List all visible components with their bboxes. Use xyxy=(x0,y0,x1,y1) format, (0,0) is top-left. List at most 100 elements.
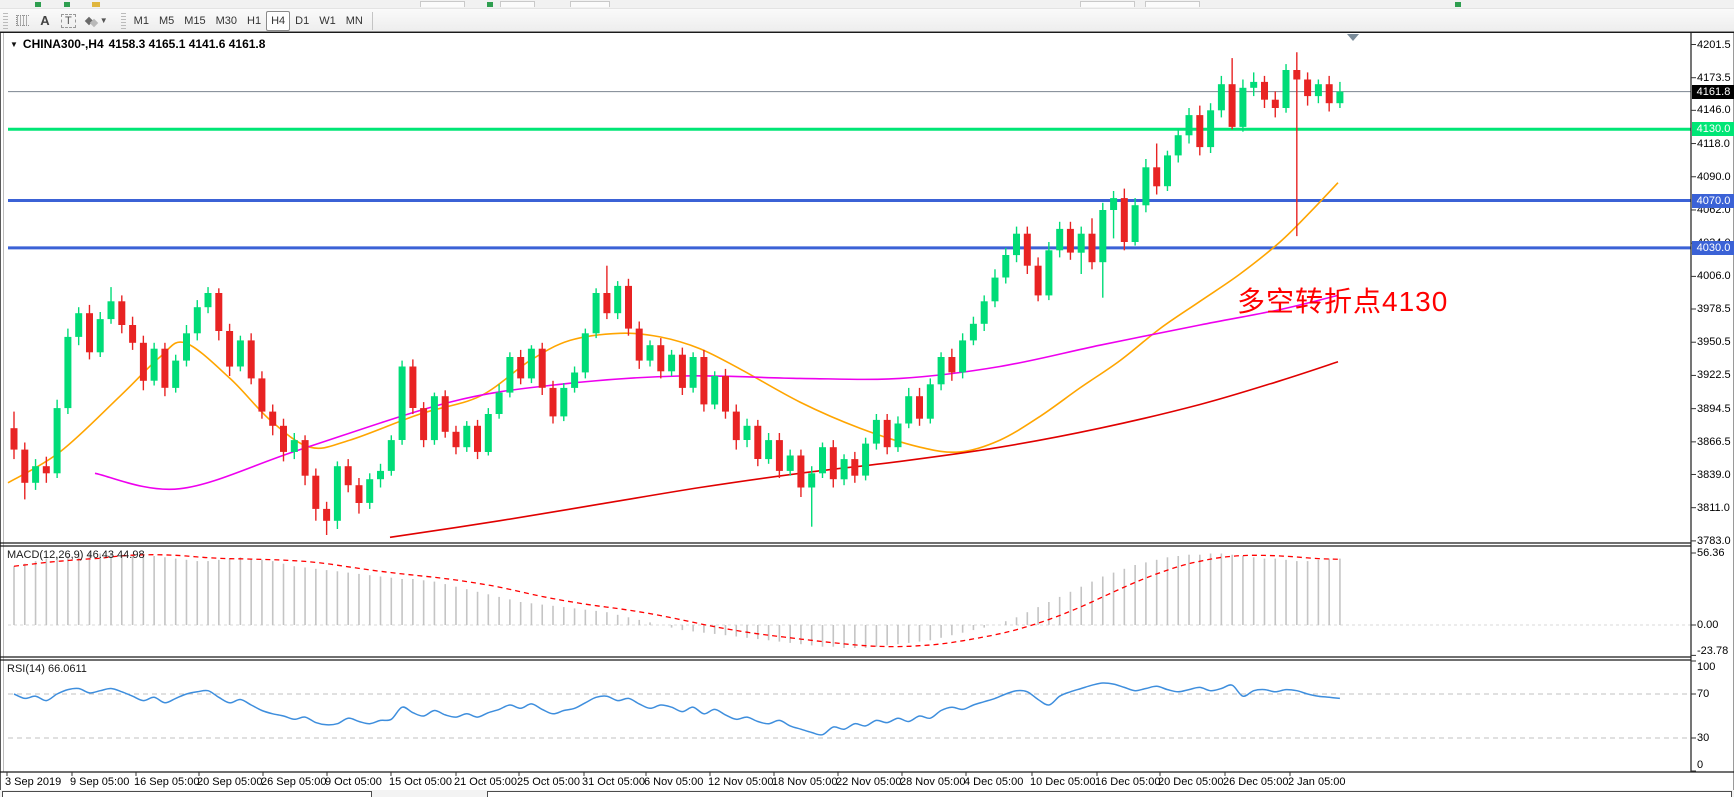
time-axis-label[interactable]: 10 Dec 05:00 xyxy=(1030,776,1096,788)
price-level-badge-4161.8[interactable]: 4161.8 xyxy=(1692,84,1734,99)
time-axis-label[interactable]: 26 Sep 05:00 xyxy=(261,776,327,788)
time-axis-label[interactable]: 12 Nov 05:00 xyxy=(708,776,774,788)
price-tick-label: 3866.5 xyxy=(1697,435,1731,448)
time-axis-label[interactable]: 4 Dec 05:00 xyxy=(964,776,1024,788)
price-tick-label: 3950.5 xyxy=(1697,336,1731,349)
time-axis-label[interactable]: 3 Sep 2019 xyxy=(5,776,62,788)
chart-title: ▼ CHINA300-,H4 4158.3 4165.1 4141.6 4161… xyxy=(10,37,265,51)
macd-indicator-label: MACD(12,26,9) 46.43 44.98 xyxy=(7,549,145,561)
time-axis-label[interactable]: 16 Dec 05:00 xyxy=(1095,776,1161,788)
shapes-tool-button[interactable]: ▼ xyxy=(81,11,113,31)
price-tick-label: 4201.5 xyxy=(1697,38,1731,51)
timeframe-button-H1[interactable]: H1 xyxy=(247,14,262,27)
toolbar-separator xyxy=(371,11,373,30)
time-axis-label[interactable]: 25 Oct 05:00 xyxy=(517,776,580,788)
timeframe-buttons: M1 M5 M15 M30 H1 H4 D1 W1 MN xyxy=(129,10,368,31)
text-t-icon: T xyxy=(61,13,76,28)
timeframe-button-M15[interactable]: M15 xyxy=(184,14,206,27)
price-tick-label: 3811.0 xyxy=(1697,501,1730,514)
chart-ohlc-values: 4158.3 4165.1 4141.6 4161.8 xyxy=(108,37,266,51)
timeframe-button-M30[interactable]: M30 xyxy=(215,14,238,27)
timeframe-button-M5[interactable]: M5 xyxy=(158,14,175,27)
time-axis-label[interactable]: 2 Jan 05:00 xyxy=(1288,776,1346,788)
ma-slow-red[interactable] xyxy=(389,361,1339,539)
time-axis-label[interactable]: 9 Sep 05:00 xyxy=(70,776,130,788)
toolbar-fragment xyxy=(420,1,465,7)
rsi-indicator-label: RSI(14) 66.0611 xyxy=(7,663,87,675)
time-axis-label[interactable]: 9 Oct 05:00 xyxy=(325,776,382,788)
macd-signal-line[interactable] xyxy=(13,554,1340,648)
macd-tick-label: 0.00 xyxy=(1697,619,1719,631)
price-tick-label: 3783.0 xyxy=(1697,534,1731,547)
chart-annotation-text[interactable]: 多空转折点4130 xyxy=(1237,286,1449,317)
collapse-triangle-icon[interactable]: ▼ xyxy=(10,39,18,49)
toolbar-fragment xyxy=(35,2,41,7)
chart-symbol-timeframe: CHINA300-,H4 xyxy=(22,37,104,51)
timeframe-button-MN[interactable]: MN xyxy=(345,14,363,27)
ma-mid-magenta[interactable] xyxy=(94,294,1339,491)
text-tool-button[interactable]: A xyxy=(34,11,56,31)
chart-window[interactable] xyxy=(0,33,1734,790)
crosshair-tool-button[interactable] xyxy=(11,11,34,31)
time-axis-label[interactable]: 22 Nov 05:00 xyxy=(836,776,902,788)
macd-tick-label: -23.78 xyxy=(1697,645,1729,657)
clipped-lower-panels xyxy=(0,790,1734,797)
toolbar-fragment xyxy=(1455,2,1461,7)
rsi-tick-label: 70 xyxy=(1697,688,1710,700)
chevron-down-icon: ▼ xyxy=(99,16,108,25)
text-a-icon: A xyxy=(40,13,50,28)
timeframe-button-W1[interactable]: W1 xyxy=(319,14,336,27)
chart-toolbar: A T ▼ M1 M5 M15 M30 H1 H4 D1 W1 MN xyxy=(0,9,1734,33)
toolbar-fragment xyxy=(1145,1,1200,7)
lower-panel-edge xyxy=(487,791,1732,797)
toolbar-fragment xyxy=(92,2,100,7)
chart-shift-marker-icon[interactable] xyxy=(1347,34,1359,41)
price-tick-label: 3839.0 xyxy=(1697,468,1731,481)
rsi-line[interactable] xyxy=(13,682,1340,736)
macd-histogram[interactable] xyxy=(13,553,1341,649)
time-axis-label[interactable]: 18 Nov 05:00 xyxy=(772,776,838,788)
toolbar-fragment xyxy=(487,2,493,7)
candlestick-series[interactable] xyxy=(10,52,1344,535)
time-axis-label[interactable]: 31 Oct 05:00 xyxy=(582,776,645,788)
macd-tick-label: 56.36 xyxy=(1697,547,1725,559)
text-label-tool-button[interactable]: T xyxy=(56,11,81,31)
price-tick-label: 4006.0 xyxy=(1697,270,1731,283)
time-axis-label[interactable]: 20 Dec 05:00 xyxy=(1158,776,1224,788)
lower-panel-edge xyxy=(2,791,372,797)
toolbar-fragment xyxy=(570,1,610,7)
price-tick-label: 4090.0 xyxy=(1697,170,1731,183)
chart-border xyxy=(3,33,4,772)
chart-border xyxy=(0,32,1734,33)
ma-fast-orange[interactable] xyxy=(7,182,1339,484)
timeframe-button-H4[interactable]: H4 xyxy=(266,10,291,31)
price-tick-label: 4118.0 xyxy=(1697,137,1730,150)
price-tick-label: 4146.0 xyxy=(1697,104,1731,117)
price-level-badge-4130.0[interactable]: 4130.0 xyxy=(1692,122,1734,137)
time-axis-label[interactable]: 15 Oct 05:00 xyxy=(389,776,452,788)
rsi-tick-label: 0 xyxy=(1697,759,1704,771)
timeframe-button-D1[interactable]: D1 xyxy=(295,14,310,27)
rsi-tick-label: 30 xyxy=(1697,732,1710,744)
toolbar-grip[interactable] xyxy=(120,12,126,29)
timeframe-button-M1[interactable]: M1 xyxy=(133,14,149,27)
price-tick-label: 3978.5 xyxy=(1697,303,1731,315)
price-tick-label: 3894.5 xyxy=(1697,402,1731,415)
toolbar-fragment xyxy=(1080,1,1135,7)
time-axis-label[interactable]: 26 Dec 05:00 xyxy=(1223,776,1289,788)
price-level-badge-4070.0[interactable]: 4070.0 xyxy=(1692,193,1734,208)
time-axis-label[interactable]: 16 Sep 05:00 xyxy=(134,776,200,788)
price-level-badge-4030.0[interactable]: 4030.0 xyxy=(1692,240,1734,255)
time-axis-label[interactable]: 28 Nov 05:00 xyxy=(900,776,966,788)
toolbar-fragment xyxy=(64,2,70,7)
time-axis-label[interactable]: 20 Sep 05:00 xyxy=(197,776,263,788)
toolbar-fragment xyxy=(500,1,535,7)
time-axis-label[interactable]: 6 Nov 05:00 xyxy=(644,776,704,788)
time-axis-label[interactable]: 21 Oct 05:00 xyxy=(454,776,517,788)
chart-border xyxy=(0,31,1734,32)
price-tick-label: 4173.5 xyxy=(1697,71,1731,84)
crosshair-icon xyxy=(16,15,29,26)
toolbar-grip[interactable] xyxy=(3,12,8,29)
